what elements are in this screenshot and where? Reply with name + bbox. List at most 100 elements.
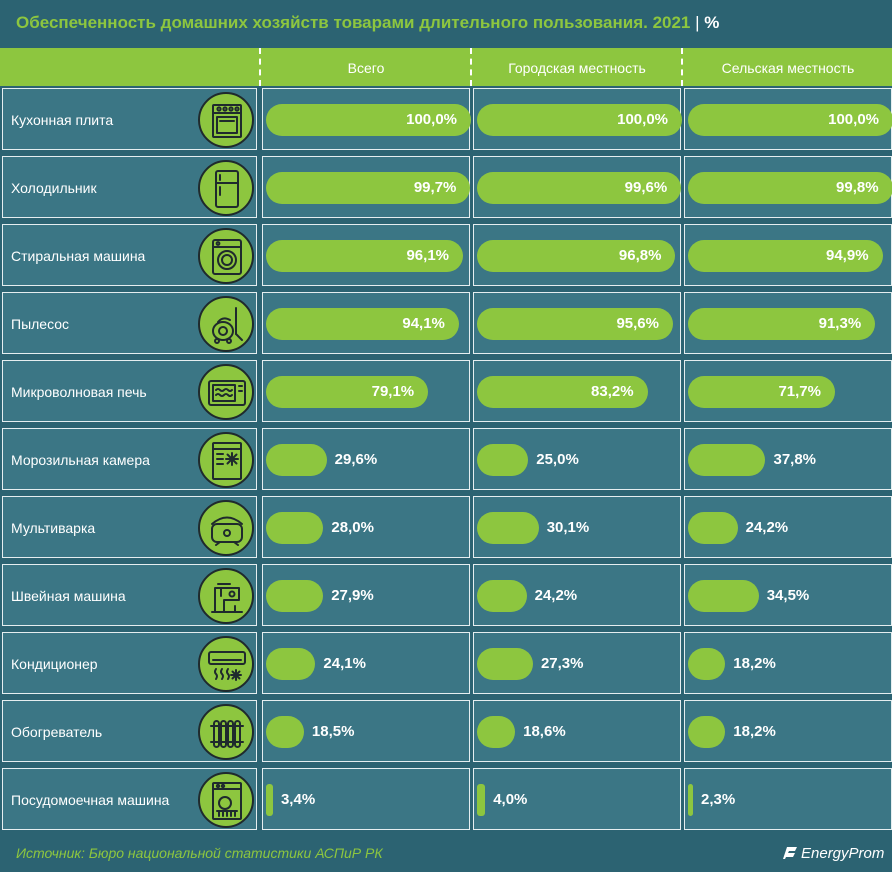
chart-row: Мультиварка 28,0% 30,1% 24,2% (0, 496, 892, 558)
chart-title-text: Обеспеченность домашних хозяйств товарам… (16, 13, 719, 33)
column-header-urban: Городская местность (508, 60, 646, 76)
category-cell: Микроволновая печь (2, 360, 257, 422)
value-cell-total: 99,7% (262, 156, 471, 218)
sewing-machine-icon (198, 568, 254, 624)
value-cell-urban: 100,0% (473, 88, 682, 150)
value-cell-total: 27,9% (262, 564, 470, 626)
value-cell-rural: 71,7% (684, 360, 892, 422)
value-cell-total: 29,6% (262, 428, 470, 490)
value-label-urban: 96,8% (618, 247, 662, 264)
category-label: Пылесос (11, 316, 70, 332)
value-label-rural: 37,8% (773, 451, 817, 468)
bar-rural (688, 308, 876, 340)
bar-total (266, 784, 273, 816)
bar-total (266, 376, 429, 408)
chart-title: Обеспеченность домашних хозяйств товарам… (0, 0, 892, 48)
category-label: Мультиварка (11, 520, 96, 536)
bar-urban (477, 716, 516, 748)
category-cell: Швейная машина (2, 564, 257, 626)
value-label-rural: 34,5% (766, 587, 810, 604)
value-cell-total: 28,0% (262, 496, 470, 558)
value-cell-total: 24,1% (262, 632, 470, 694)
chart-row: Посудомоечная машина 3,4% 4,0% 2,3% (0, 768, 892, 830)
bar-urban (477, 580, 527, 612)
bar-rural (688, 376, 835, 408)
bar-total (266, 172, 471, 204)
bar-rural (688, 444, 766, 476)
bar-total (266, 716, 304, 748)
category-label: Морозильная камера (11, 452, 150, 468)
value-cell-rural: 2,3% (684, 768, 892, 830)
value-cell-total: 3,4% (262, 768, 470, 830)
value-cell-urban: 4,0% (473, 768, 681, 830)
value-label-rural: 99,8% (836, 179, 879, 196)
category-cell: Обогреватель (2, 700, 257, 762)
category-label: Обогреватель (11, 724, 103, 740)
category-label: Кухонная плита (11, 112, 114, 128)
chart-row: Обогреватель 18,5% 18,6% 18,2% (0, 700, 892, 762)
fridge-icon (198, 160, 254, 216)
category-cell: Мультиварка (2, 496, 257, 558)
value-label-rural: 18,2% (733, 723, 776, 740)
value-cell-rural: 99,8% (684, 156, 892, 218)
category-cell: Кухонная плита (2, 88, 257, 150)
air-conditioner-icon (198, 636, 254, 692)
value-label-rural: 100,0% (828, 111, 879, 128)
bar-rural (688, 784, 693, 816)
title-separator: | (695, 13, 700, 32)
bar-total (266, 240, 463, 272)
brand-name: EnergyProm (801, 845, 885, 862)
value-label-total: 28,0% (331, 519, 374, 536)
bar-rural (688, 512, 738, 544)
value-label-total: 3,4% (280, 791, 316, 808)
value-cell-urban: 25,0% (473, 428, 681, 490)
bar-urban (477, 648, 533, 680)
header-divider (470, 48, 472, 86)
freezer-icon (198, 432, 254, 488)
chart-row: Швейная машина 27,9% 24,2% 34,5% (0, 564, 892, 626)
value-cell-total: 79,1% (262, 360, 470, 422)
bar-urban (477, 308, 673, 340)
category-label: Кондиционер (11, 656, 98, 672)
value-label-total: 100,0% (406, 111, 457, 128)
value-label-total: 94,1% (402, 315, 445, 332)
bar-total (266, 512, 324, 544)
value-label-urban: 4,0% (493, 791, 528, 808)
value-label-urban: 27,3% (540, 655, 584, 672)
bar-total (266, 648, 316, 680)
value-label-total: 24,1% (323, 655, 366, 672)
header-divider (681, 48, 683, 86)
value-label-urban: 83,2% (591, 383, 634, 400)
category-cell: Кондиционер (2, 632, 257, 694)
value-cell-total: 18,5% (262, 700, 470, 762)
category-cell: Посудомоечная машина (2, 768, 257, 830)
bar-total (266, 308, 459, 340)
category-label: Посудомоечная машина (11, 792, 170, 808)
value-cell-rural: 94,9% (684, 224, 892, 286)
chart-row: Микроволновая печь 79,1% 83,2% 71,7% (0, 360, 892, 422)
value-cell-urban: 96,8% (473, 224, 681, 286)
washing-machine-icon (198, 228, 254, 284)
value-cell-urban: 24,2% (473, 564, 681, 626)
column-header-bar: Всего Городская местность Сельская местн… (0, 48, 892, 86)
bar-total (266, 444, 327, 476)
bar-urban (477, 444, 529, 476)
bar-urban (477, 172, 682, 204)
value-cell-urban: 99,6% (473, 156, 682, 218)
category-cell: Стиральная машина (2, 224, 257, 286)
value-cell-rural: 18,2% (684, 632, 892, 694)
title-unit: % (704, 13, 720, 32)
vacuum-icon (198, 296, 254, 352)
column-header-total: Всего (347, 60, 385, 76)
value-cell-urban: 83,2% (473, 360, 681, 422)
bar-total (266, 104, 471, 136)
value-label-rural: 18,2% (733, 655, 776, 672)
brand-logo: EnergyProm (783, 845, 884, 862)
column-header-rural: Сельская местность (721, 60, 855, 76)
chart-row: Пылесос 94,1% 95,6% 91,3% (0, 292, 892, 354)
value-cell-urban: 27,3% (473, 632, 681, 694)
value-label-total: 29,6% (334, 451, 378, 468)
chart-row: Холодильник 99,7% 99,6% 99,8% (0, 156, 892, 218)
bar-rural (688, 716, 726, 748)
value-label-total: 79,1% (371, 383, 415, 400)
